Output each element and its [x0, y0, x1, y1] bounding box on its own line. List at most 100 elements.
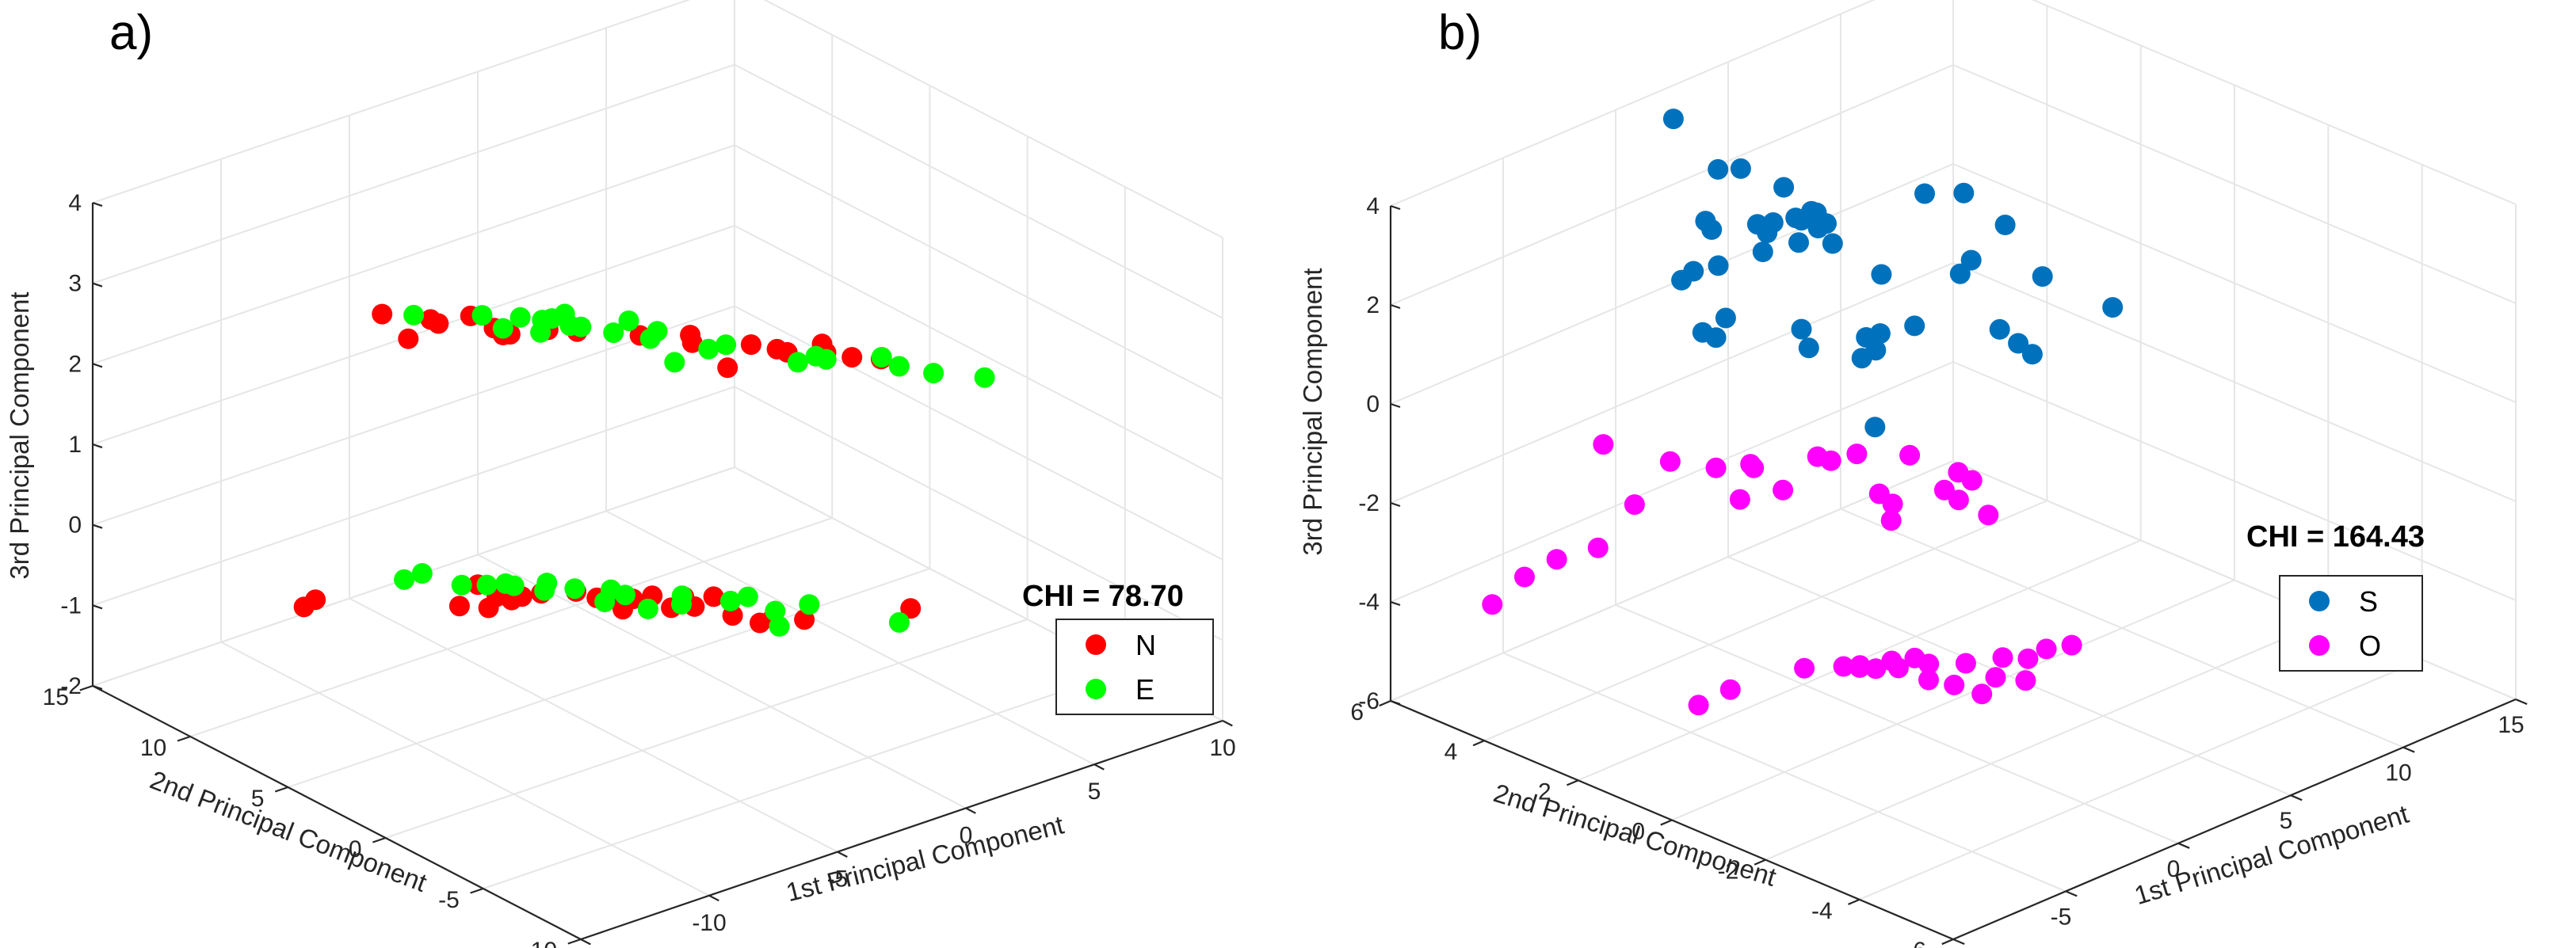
data-point-E [594, 592, 616, 612]
data-point-N [428, 313, 449, 334]
z-tick-label: 0 [1366, 391, 1380, 417]
data-point-S [1752, 242, 1773, 262]
z-tick-mark [1390, 501, 1401, 508]
data-point-E [451, 574, 472, 596]
data-point-E [637, 598, 658, 619]
data-point-S [2008, 333, 2029, 354]
data-point-O [1918, 653, 1940, 675]
y-tick-label: -10 [523, 938, 557, 948]
data-point-O [1593, 434, 1614, 455]
data-point-S [1798, 337, 1819, 359]
data-point-O [1944, 674, 1965, 695]
x-tick-mark [580, 938, 591, 946]
wall-gridline [92, 144, 735, 365]
y-tick-label: 2 [1538, 779, 1551, 805]
floor-gridline [605, 510, 1095, 766]
wall-gridline [1952, 262, 2517, 502]
x-tick-label: 15 [2498, 712, 2524, 738]
z-tick-label: 4 [1366, 193, 1380, 219]
data-point-O [1587, 537, 1609, 558]
data-point-O [1992, 647, 2013, 668]
y-tick-label: 5 [251, 786, 265, 812]
data-point-S [2032, 266, 2053, 287]
data-point-O [1882, 493, 1903, 515]
data-point-E [471, 305, 493, 326]
legend-marker-S [2309, 591, 2330, 611]
wall-gridline [92, 0, 691, 204]
wall-gridline [1390, 361, 1954, 603]
data-point-E [603, 322, 624, 344]
floor-gridline [385, 619, 1028, 839]
y-tick-mark [372, 836, 386, 843]
data-point-O [1899, 444, 1921, 466]
floor-gridline [189, 517, 833, 737]
data-point-N [372, 303, 393, 325]
wall-gridline [1390, 0, 1876, 207]
z-tick-label: -1 [60, 592, 82, 619]
wall-gridline [92, 63, 735, 284]
data-point-E [719, 590, 741, 611]
data-point-S [1989, 318, 2010, 340]
data-point-S [1851, 348, 1872, 369]
x-tick-mark [2402, 746, 2415, 753]
data-point-N [398, 328, 419, 349]
y-tick-label: 0 [1631, 819, 1645, 845]
z-tick-mark [92, 604, 103, 610]
data-point-S [1871, 264, 1892, 285]
x-tick-mark [1222, 720, 1233, 727]
x-tick-label: 0 [960, 822, 973, 848]
data-point-S [1914, 183, 1935, 204]
data-point-E [871, 347, 892, 367]
data-point-S [1960, 249, 1982, 271]
z-tick-label: 1 [68, 432, 82, 458]
legend: SO [2279, 575, 2423, 672]
wall-gridline [92, 305, 735, 526]
z-axis-label: 3rd Principal Component [1298, 268, 1327, 555]
data-point-S [1953, 182, 1975, 204]
y-tick-mark [1660, 819, 1673, 826]
data-point-O [1624, 494, 1645, 516]
y-tick-label: 15 [43, 684, 69, 710]
wall-gridline [734, 63, 1223, 319]
data-point-E [615, 584, 635, 606]
y-tick-label: -2 [1718, 859, 1739, 885]
data-points [293, 303, 995, 637]
data-point-E [571, 316, 592, 337]
z-tick-mark [1390, 600, 1401, 607]
data-point-O [1961, 470, 1983, 491]
z-tick-label: -2 [1358, 490, 1380, 516]
panel-label: a) [109, 6, 153, 60]
data-point-S [1762, 212, 1784, 233]
data-point-E [737, 586, 758, 607]
data-point-S [1904, 315, 1925, 337]
z-tick-label: -6 [1358, 688, 1380, 714]
data-point-S [1949, 263, 1971, 284]
data-point-O [1833, 656, 1854, 677]
wall-gridline [763, 0, 1223, 238]
legend-entry-O: O [2359, 630, 2381, 662]
data-point-O [1773, 479, 1794, 501]
data-point-O [1546, 549, 1567, 570]
wall-gridline [734, 144, 1223, 400]
legend-entry-S: S [2359, 585, 2378, 618]
legend-marker-O [2309, 635, 2330, 656]
data-point-N [293, 596, 315, 618]
legend-entry-N: N [1135, 629, 1156, 661]
z-tick-mark [92, 363, 103, 368]
z-tick-mark [1390, 402, 1401, 409]
data-point-O [1514, 566, 1535, 588]
wall-gridline [92, 386, 735, 607]
floor-gridline [1859, 658, 2423, 900]
data-point-S [1785, 207, 1807, 229]
z-tick-mark [92, 684, 103, 691]
data-point-S [1994, 215, 2016, 235]
data-point-S [1692, 322, 1713, 343]
data-point-O [1955, 653, 1976, 674]
data-point-E [403, 304, 425, 326]
data-point-O [1849, 655, 1871, 676]
data-point-N [900, 598, 922, 619]
legend-entry-E: E [1135, 673, 1154, 706]
data-point-E [564, 578, 586, 600]
data-point-E [664, 352, 685, 373]
y-tick-label: 6 [1350, 699, 1364, 725]
